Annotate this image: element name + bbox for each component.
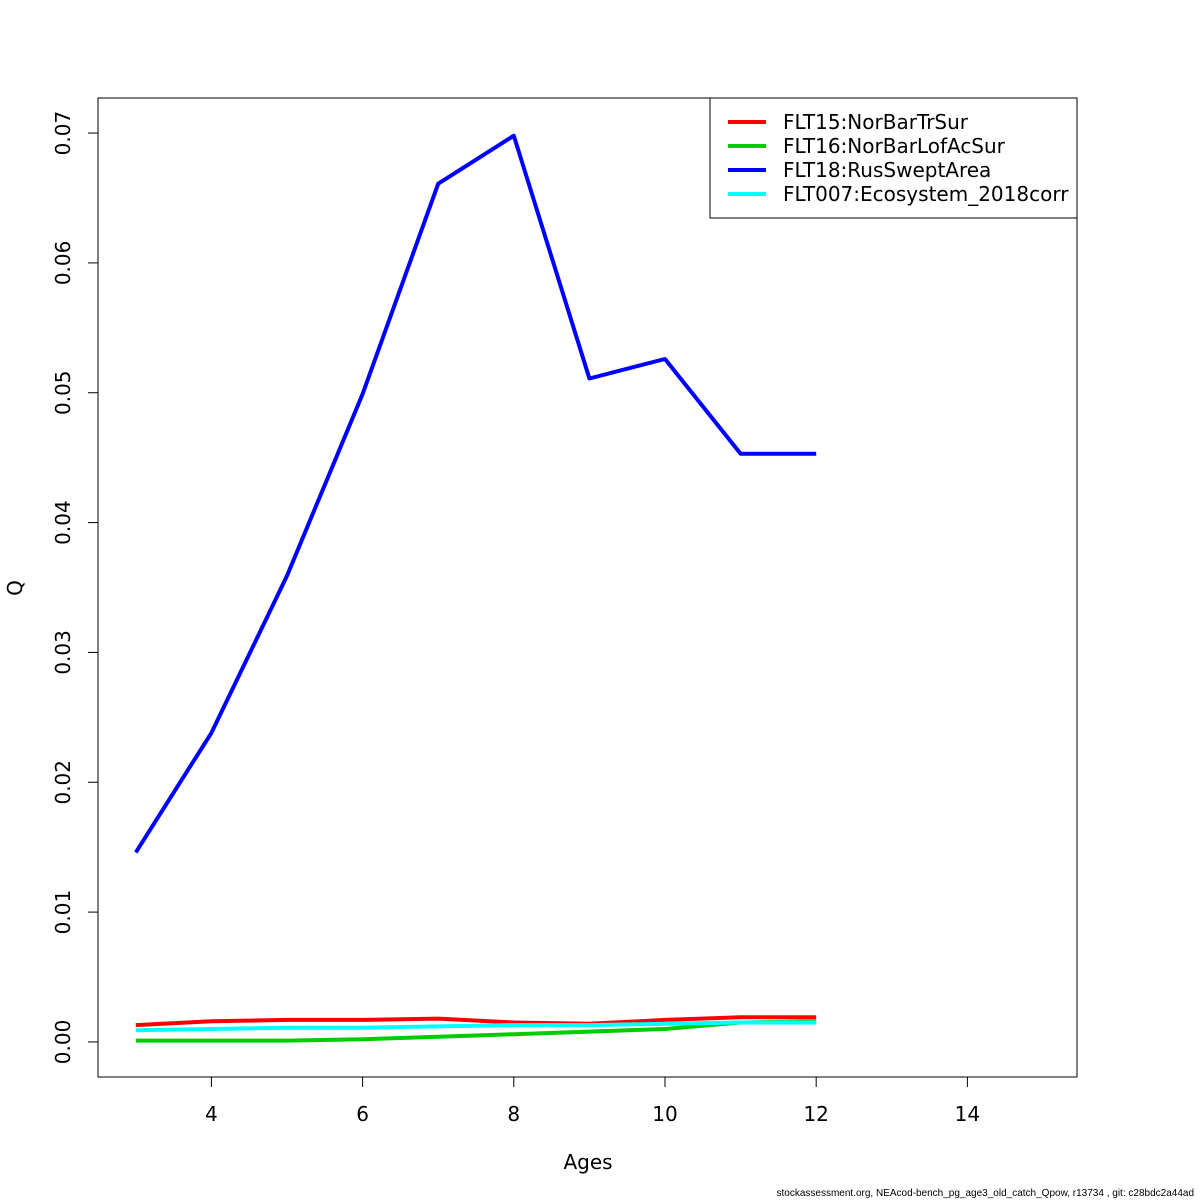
series-layer [134,133,817,1043]
legend-box [709,97,1078,219]
series-line [135,1019,817,1043]
x-axis-label: Ages [563,1150,612,1174]
y-tick-label: 0.03 [51,630,75,675]
legend-label: FLT18:RusSweptArea [783,158,991,182]
y-tick-label: 0.01 [51,890,75,935]
x-tick-label: 8 [507,1102,520,1126]
x-tick-label: 12 [803,1102,828,1126]
legend-label: FLT15:NorBarTrSur [783,110,969,134]
y-tick-label: 0.05 [51,370,75,415]
series-line [135,1015,817,1028]
legend: FLT15:NorBarTrSurFLT16:NorBarLofAcSurFLT… [709,97,1078,219]
legend-label: FLT007:Ecosystem_2018corr [783,182,1069,206]
x-axis: 4 6 8 10 12 14 [205,1076,980,1126]
y-tick-label: 0.02 [51,760,75,805]
y-tick-label: 0.06 [51,241,75,286]
series-line [135,1020,817,1033]
x-tick-label: 4 [205,1102,218,1126]
y-tick-label: 0.07 [51,111,75,156]
y-tick-label: 0.00 [51,1020,75,1065]
x-tick-label: 14 [955,1102,980,1126]
legend-label: FLT16:NorBarLofAcSur [783,134,1006,158]
footer-source: stockassessment.org, NEAcod-bench_pg_age… [776,1188,1195,1199]
series-line [134,133,817,854]
y-axis: 0.00 0.01 0.02 0.03 0.04 0.05 0.06 0.07 [51,111,99,1065]
x-tick-label: 6 [356,1102,369,1126]
y-tick-label: 0.04 [51,500,75,545]
y-axis-label: Q [3,580,27,596]
plot-frame [97,97,1078,1078]
x-tick-label: 10 [652,1102,677,1126]
